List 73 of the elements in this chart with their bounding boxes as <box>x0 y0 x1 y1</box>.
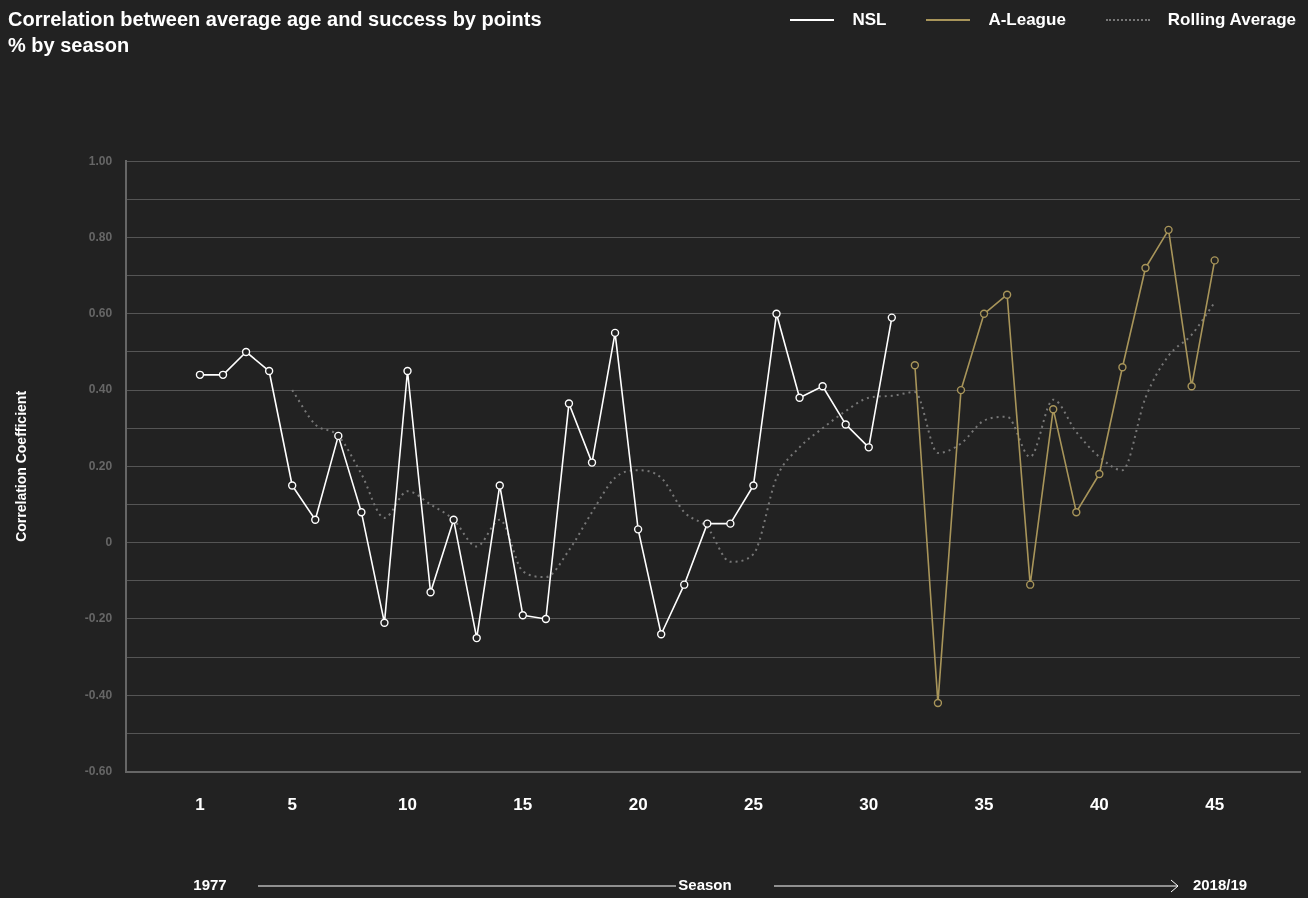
y-tick-label: -0.20 <box>84 611 113 626</box>
text: 2018/19 <box>1191 876 1249 893</box>
x-tick-label: 20 <box>628 795 648 815</box>
y-tick-label: 0.60 <box>88 306 113 321</box>
point <box>1049 404 1058 414</box>
point <box>1164 225 1173 235</box>
chart-title: Correlation between average age and success by points % by season <box>8 7 543 58</box>
x-tick-label: 25 <box>743 795 763 815</box>
point <box>518 610 528 620</box>
y-tick-label: -0.60 <box>84 763 113 778</box>
point <box>610 328 620 338</box>
x-tick-label: 1 <box>195 795 205 815</box>
point <box>1072 507 1081 517</box>
point <box>495 481 504 490</box>
x-tick-label: 30 <box>859 795 879 815</box>
x-tick-label: 15 <box>513 795 533 815</box>
point <box>818 382 827 391</box>
point <box>472 633 481 643</box>
legend-label: Rolling Average <box>1167 10 1296 30</box>
legend-label: NSL <box>852 10 887 30</box>
point <box>403 366 412 376</box>
point <box>772 309 781 318</box>
point <box>587 458 597 467</box>
point <box>380 618 389 628</box>
point <box>795 393 804 402</box>
point <box>749 481 758 490</box>
point <box>241 347 251 357</box>
x-axis-title: Season <box>677 876 733 893</box>
line-series <box>291 301 1216 579</box>
point <box>195 370 205 380</box>
point <box>564 399 574 408</box>
point <box>218 370 228 380</box>
point <box>1141 263 1150 273</box>
point <box>979 309 989 318</box>
point <box>726 519 735 528</box>
point <box>357 507 366 517</box>
point <box>656 630 666 639</box>
point <box>703 519 712 528</box>
y-tick-label: 1.00 <box>88 153 113 168</box>
x-tick-label: 35 <box>974 795 994 815</box>
point <box>680 580 689 589</box>
point <box>1002 290 1012 299</box>
point <box>541 614 551 624</box>
point <box>1187 382 1196 391</box>
point <box>1025 580 1035 589</box>
x-tick-label: 5 <box>287 795 297 815</box>
text: 1977 <box>192 876 228 893</box>
point <box>1210 256 1219 265</box>
point <box>956 385 966 395</box>
point <box>887 313 897 322</box>
point <box>334 431 343 441</box>
x-tick-label: 45 <box>1205 795 1225 815</box>
point <box>264 366 274 376</box>
point <box>449 515 458 525</box>
point <box>426 588 435 597</box>
y-axis-title: Correlation Coefficient <box>13 390 30 542</box>
y-tick-label: 0.20 <box>88 458 113 473</box>
point <box>288 481 297 490</box>
point <box>933 698 943 708</box>
x-tick-label: 10 <box>398 795 417 815</box>
point <box>1095 469 1104 479</box>
y-tick-label: -0.40 <box>84 687 113 702</box>
y-tick-label: 0.40 <box>88 382 113 397</box>
legend-label: A-League <box>988 10 1066 30</box>
y-tick-label: 0 <box>105 535 113 550</box>
point <box>633 525 643 534</box>
point <box>910 361 920 370</box>
point <box>864 443 873 452</box>
x-tick-label: 40 <box>1089 795 1109 815</box>
point <box>1118 363 1127 372</box>
point <box>841 420 850 429</box>
point <box>311 515 320 525</box>
y-tick-label: 0.80 <box>88 229 113 244</box>
